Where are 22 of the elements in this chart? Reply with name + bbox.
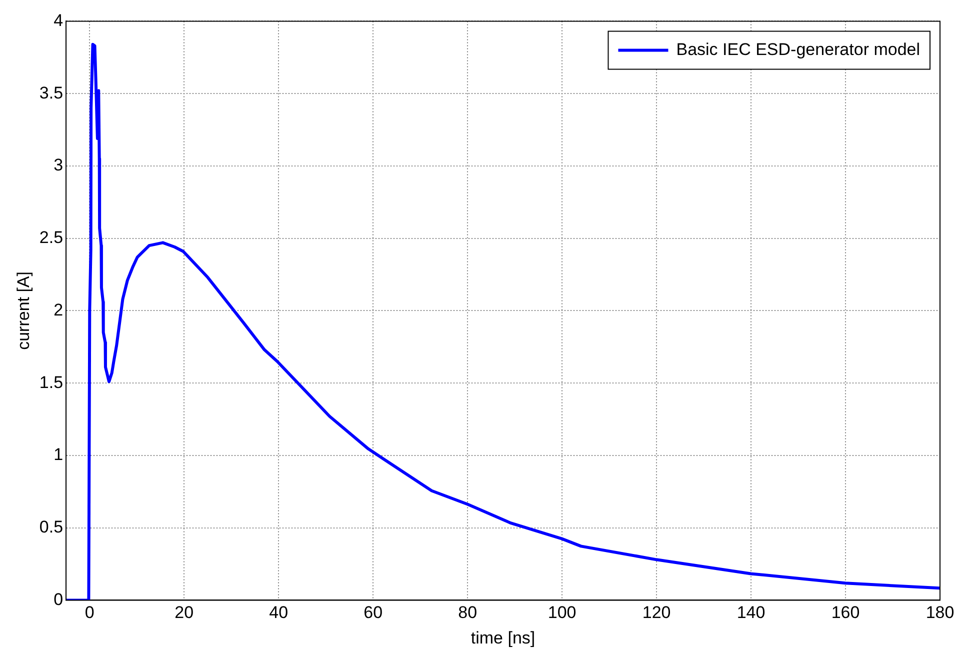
y-tick-label: 2.5: [39, 228, 64, 248]
x-tick-label: 180: [926, 603, 954, 622]
x-tick-label: 20: [174, 603, 194, 622]
y-tick-label: 4: [54, 10, 64, 30]
x-tick-label: 100: [548, 603, 576, 622]
legend-label: Basic IEC ESD-generator model: [676, 40, 920, 59]
y-tick-label: 3.5: [39, 83, 64, 102]
x-tick-label: 40: [269, 603, 288, 622]
y-tick-label: 0.5: [39, 518, 64, 537]
y-tick-label: 3: [54, 156, 64, 175]
y-tick-label: 0: [54, 590, 64, 609]
x-tick-label: 0: [84, 603, 94, 622]
x-tick-label: 140: [736, 603, 766, 622]
x-tick-label: 60: [364, 603, 383, 622]
x-tick-label: 120: [642, 603, 671, 622]
x-axis-title: time [ns]: [470, 628, 536, 648]
x-tick-label: 160: [831, 603, 860, 622]
y-axis-title: current [A]: [14, 271, 33, 350]
y-tick-label: 1.5: [39, 372, 64, 392]
y-tick-label: 1: [54, 445, 64, 464]
x-tick-label: 80: [458, 603, 478, 622]
y-tick-label: 2: [54, 300, 64, 320]
